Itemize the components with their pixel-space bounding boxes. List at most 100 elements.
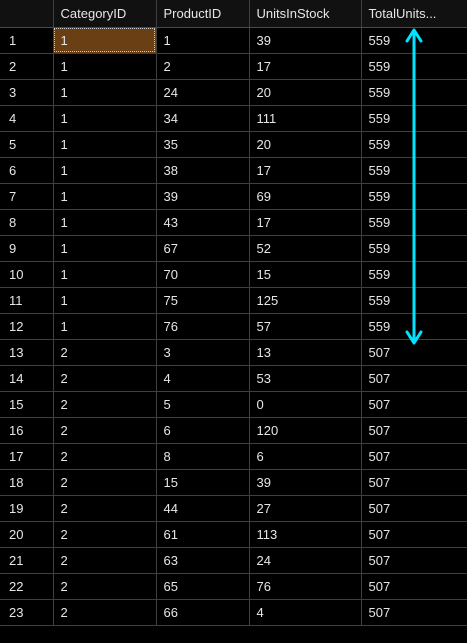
- productid-cell[interactable]: 44: [156, 495, 250, 522]
- table-row[interactable]: 11 1 75 125 559: [0, 287, 467, 314]
- productid-cell[interactable]: 1: [156, 27, 250, 54]
- table-row[interactable]: 14 2 4 53 507: [0, 365, 467, 392]
- unitsinstock-cell[interactable]: 125: [249, 287, 362, 314]
- categoryid-cell[interactable]: 2: [53, 469, 157, 496]
- table-row[interactable]: 3 1 24 20 559: [0, 79, 467, 106]
- unitsinstock-cell[interactable]: 20: [249, 79, 362, 106]
- categoryid-cell[interactable]: 1: [53, 79, 157, 106]
- row-number[interactable]: 11: [0, 287, 54, 314]
- totalunits-cell[interactable]: 507: [361, 365, 467, 392]
- totalunits-cell[interactable]: 559: [361, 27, 467, 54]
- row-number[interactable]: 17: [0, 443, 54, 470]
- categoryid-cell[interactable]: 2: [53, 495, 157, 522]
- row-number[interactable]: 10: [0, 261, 54, 288]
- column-header-totalunits[interactable]: TotalUnits...: [361, 0, 467, 28]
- row-number[interactable]: 21: [0, 547, 54, 574]
- row-number[interactable]: 8: [0, 209, 54, 236]
- categoryid-cell[interactable]: 1: [53, 287, 157, 314]
- table-row[interactable]: 6 1 38 17 559: [0, 157, 467, 184]
- productid-cell[interactable]: 61: [156, 521, 250, 548]
- totalunits-cell[interactable]: 507: [361, 495, 467, 522]
- productid-cell[interactable]: 38: [156, 157, 250, 184]
- categoryid-cell[interactable]: 1: [53, 235, 157, 262]
- table-row[interactable]: 17 2 8 6 507: [0, 443, 467, 470]
- row-number[interactable]: 1: [0, 27, 54, 54]
- totalunits-cell[interactable]: 559: [361, 131, 467, 158]
- table-row[interactable]: 4 1 34 111 559: [0, 105, 467, 132]
- productid-cell[interactable]: 3: [156, 339, 250, 366]
- productid-cell[interactable]: 39: [156, 183, 250, 210]
- productid-cell[interactable]: 24: [156, 79, 250, 106]
- categoryid-cell[interactable]: 1: [53, 131, 157, 158]
- table-row[interactable]: 23 2 66 4 507: [0, 599, 467, 626]
- totalunits-cell[interactable]: 507: [361, 417, 467, 444]
- row-number[interactable]: 16: [0, 417, 54, 444]
- categoryid-cell[interactable]: 2: [53, 443, 157, 470]
- productid-cell[interactable]: 2: [156, 53, 250, 80]
- categoryid-cell[interactable]: 1: [53, 183, 157, 210]
- column-header-categoryid[interactable]: CategoryID: [53, 0, 157, 28]
- row-number[interactable]: 13: [0, 339, 54, 366]
- unitsinstock-cell[interactable]: 111: [249, 105, 362, 132]
- selected-cell[interactable]: 1: [53, 27, 157, 54]
- totalunits-cell[interactable]: 507: [361, 599, 467, 626]
- table-row[interactable]: 19 2 44 27 507: [0, 495, 467, 522]
- table-row[interactable]: 12 1 76 57 559: [0, 313, 467, 340]
- categoryid-cell[interactable]: 1: [53, 261, 157, 288]
- productid-cell[interactable]: 34: [156, 105, 250, 132]
- column-header-unitsinstock[interactable]: UnitsInStock: [249, 0, 362, 28]
- totalunits-cell[interactable]: 559: [361, 287, 467, 314]
- productid-cell[interactable]: 63: [156, 547, 250, 574]
- table-row[interactable]: 2 1 2 17 559: [0, 53, 467, 80]
- table-row[interactable]: 13 2 3 13 507: [0, 339, 467, 366]
- categoryid-cell[interactable]: 2: [53, 573, 157, 600]
- unitsinstock-cell[interactable]: 53: [249, 365, 362, 392]
- categoryid-cell[interactable]: 1: [53, 53, 157, 80]
- row-number[interactable]: 4: [0, 105, 54, 132]
- unitsinstock-cell[interactable]: 27: [249, 495, 362, 522]
- unitsinstock-cell[interactable]: 0: [249, 391, 362, 418]
- unitsinstock-cell[interactable]: 39: [249, 469, 362, 496]
- totalunits-cell[interactable]: 507: [361, 443, 467, 470]
- productid-cell[interactable]: 15: [156, 469, 250, 496]
- unitsinstock-cell[interactable]: 17: [249, 157, 362, 184]
- productid-cell[interactable]: 65: [156, 573, 250, 600]
- categoryid-cell[interactable]: 1: [53, 105, 157, 132]
- totalunits-cell[interactable]: 559: [361, 79, 467, 106]
- productid-cell[interactable]: 6: [156, 417, 250, 444]
- categoryid-cell[interactable]: 2: [53, 521, 157, 548]
- totalunits-cell[interactable]: 559: [361, 183, 467, 210]
- table-row[interactable]: 9 1 67 52 559: [0, 235, 467, 262]
- row-number[interactable]: 9: [0, 235, 54, 262]
- row-number[interactable]: 3: [0, 79, 54, 106]
- productid-cell[interactable]: 66: [156, 599, 250, 626]
- categoryid-cell[interactable]: 1: [53, 313, 157, 340]
- row-number[interactable]: 6: [0, 157, 54, 184]
- unitsinstock-cell[interactable]: 4: [249, 599, 362, 626]
- categoryid-cell[interactable]: 1: [53, 209, 157, 236]
- productid-cell[interactable]: 76: [156, 313, 250, 340]
- totalunits-cell[interactable]: 507: [361, 573, 467, 600]
- productid-cell[interactable]: 67: [156, 235, 250, 262]
- select-all-corner[interactable]: [0, 0, 54, 28]
- totalunits-cell[interactable]: 559: [361, 261, 467, 288]
- table-row[interactable]: 21 2 63 24 507: [0, 547, 467, 574]
- unitsinstock-cell[interactable]: 17: [249, 53, 362, 80]
- table-row[interactable]: 22 2 65 76 507: [0, 573, 467, 600]
- table-row[interactable]: 8 1 43 17 559: [0, 209, 467, 236]
- table-row[interactable]: 10 1 70 15 559: [0, 261, 467, 288]
- table-row[interactable]: 1 1 1 39 559: [0, 27, 467, 54]
- totalunits-cell[interactable]: 507: [361, 339, 467, 366]
- productid-cell[interactable]: 70: [156, 261, 250, 288]
- row-number[interactable]: 14: [0, 365, 54, 392]
- totalunits-cell[interactable]: 559: [361, 53, 467, 80]
- row-number[interactable]: 5: [0, 131, 54, 158]
- categoryid-cell[interactable]: 2: [53, 339, 157, 366]
- productid-cell[interactable]: 43: [156, 209, 250, 236]
- categoryid-cell[interactable]: 2: [53, 547, 157, 574]
- unitsinstock-cell[interactable]: 39: [249, 27, 362, 54]
- unitsinstock-cell[interactable]: 6: [249, 443, 362, 470]
- table-row[interactable]: 16 2 6 120 507: [0, 417, 467, 444]
- unitsinstock-cell[interactable]: 76: [249, 573, 362, 600]
